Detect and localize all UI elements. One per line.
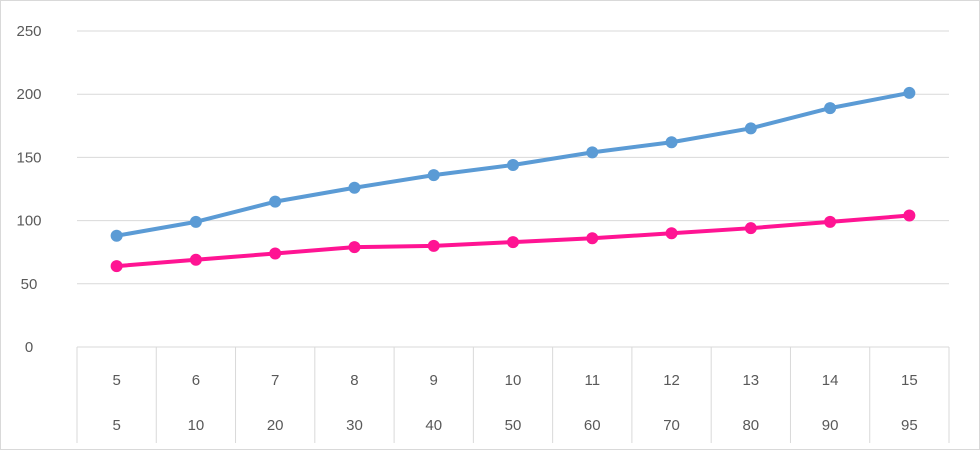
series-2-point	[903, 209, 916, 222]
x-tick-label-level1: 12	[663, 372, 680, 389]
series-1-point	[665, 136, 678, 149]
x-tick-label-level2: 60	[584, 417, 601, 434]
x-tick-label-level1: 6	[192, 372, 200, 389]
x-tick-label-level1: 15	[901, 372, 918, 389]
x-tick-label-level2: 50	[505, 417, 522, 434]
y-tick-label: 100	[16, 213, 41, 230]
x-tick-label-level1: 14	[822, 372, 839, 389]
series-2-point	[586, 232, 599, 245]
series-2-point	[744, 222, 757, 235]
series-2-point	[269, 247, 282, 260]
x-tick-label-level2: 80	[742, 417, 759, 434]
series-2-point	[665, 227, 678, 240]
series-1-point	[586, 146, 599, 159]
x-tick-label-level1: 8	[350, 372, 358, 389]
x-tick-label-level2: 10	[188, 417, 205, 434]
series-2-point	[427, 239, 440, 252]
x-tick-label-level1: 9	[430, 372, 438, 389]
series-1-point	[507, 158, 519, 171]
series-1-point	[110, 229, 123, 242]
x-tick-label-level2: 90	[822, 417, 839, 434]
y-tick-label: 50	[21, 276, 38, 293]
x-tick-label-level2: 20	[267, 417, 284, 434]
series-2-point	[348, 241, 361, 254]
series-1-point	[189, 215, 202, 228]
series-2-point	[110, 260, 123, 273]
x-tick-label-level1: 10	[505, 372, 522, 389]
y-tick-label: 250	[16, 23, 41, 40]
series-2-point	[824, 215, 837, 228]
x-tick-label-level2: 40	[425, 417, 442, 434]
x-tick-label-level1: 11	[584, 372, 600, 389]
series-2-point	[189, 253, 202, 266]
series-1-point	[269, 195, 282, 208]
x-tick-label-level2: 70	[663, 417, 680, 434]
y-tick-label: 0	[25, 339, 33, 356]
x-tick-label-level1: 5	[112, 372, 120, 389]
series-1-point	[824, 102, 837, 115]
series-1-point	[903, 86, 916, 99]
y-tick-label: 150	[16, 149, 41, 166]
x-tick-label-level2: 30	[346, 417, 363, 434]
series-2-point	[507, 236, 519, 249]
series-1-point	[427, 169, 440, 182]
series-1-point	[348, 181, 361, 194]
x-tick-label-level2: 5	[112, 417, 120, 434]
series-1-point	[744, 122, 757, 135]
x-tick-label-level1: 7	[271, 372, 279, 389]
y-tick-label: 200	[16, 86, 41, 103]
x-tick-label-level1: 13	[742, 372, 759, 389]
x-tick-label-level2: 95	[901, 417, 918, 434]
